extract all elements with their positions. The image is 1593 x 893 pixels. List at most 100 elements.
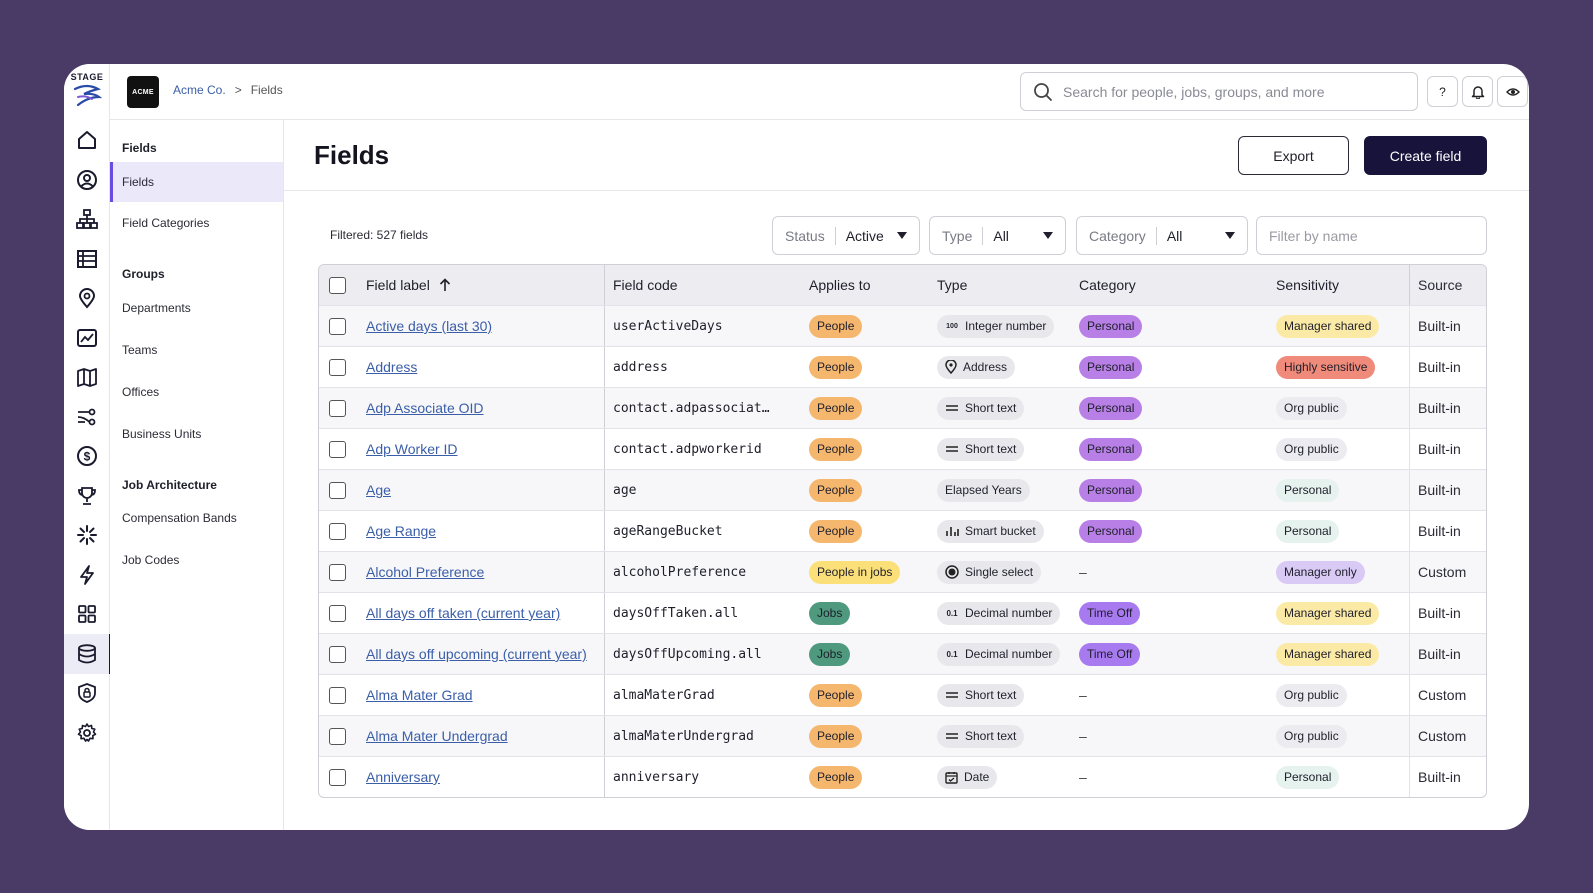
name-filter-input[interactable] (1269, 227, 1474, 244)
book-icon[interactable] (64, 357, 110, 397)
type-cell: Short text (937, 429, 1025, 469)
create-field-button[interactable]: Create field (1364, 136, 1487, 175)
column-header-field-code[interactable]: Field code (604, 265, 800, 305)
row-checkbox[interactable] (329, 522, 346, 540)
field-label-link[interactable]: All days off taken (current year) (366, 605, 561, 621)
field-label-link[interactable]: Adp Associate OID (366, 400, 484, 416)
subnav-item-compensation-bands[interactable]: Compensation Bands (122, 511, 237, 525)
row-checkbox[interactable] (329, 440, 346, 458)
row-checkbox[interactable] (329, 727, 346, 745)
subnav-item-departments[interactable]: Departments (122, 301, 191, 315)
row-checkbox[interactable] (329, 399, 346, 417)
field-label-link[interactable]: Anniversary (366, 769, 440, 785)
field-code: almaMaterUndergrad (604, 716, 800, 756)
category-cell: Personal (1079, 470, 1143, 510)
column-header-category[interactable]: Category (1079, 277, 1136, 293)
subnav-item-job-codes[interactable]: Job Codes (122, 553, 180, 567)
column-header-sensitivity[interactable]: Sensitivity (1276, 277, 1340, 293)
view-as-button[interactable] (1497, 76, 1528, 107)
row-checkbox[interactable] (329, 317, 346, 335)
table-row[interactable]: Adp Worker ID contact.adpworkerid People Sh… (319, 428, 1486, 469)
subnav-item-business-units[interactable]: Business Units (122, 427, 202, 441)
subnav-item-field-categories[interactable]: Field Categories (122, 216, 210, 230)
table-row[interactable]: Alma Mater Grad almaMaterGrad People Short … (319, 674, 1486, 715)
table-icon[interactable] (64, 239, 110, 279)
field-label-cell: Active days (last 30) (366, 306, 492, 346)
table-row[interactable]: All days off upcoming (current year) days… (319, 633, 1486, 674)
table-row[interactable]: Alcohol Preference alcoholPreference Peopl… (319, 551, 1486, 592)
analytics-icon[interactable] (64, 318, 110, 358)
table-row[interactable]: Anniversary anniversary People Date – Persona… (319, 756, 1486, 797)
field-label-cell: Alma Mater Grad (366, 675, 473, 715)
field-label-link[interactable]: Alma Mater Grad (366, 687, 473, 703)
table-row[interactable]: All days off taken (current year) daysOff… (319, 592, 1486, 633)
category-cell: – (1079, 757, 1087, 797)
main-content: Fields Export Create field Filtered: 527… (284, 120, 1529, 830)
location-icon[interactable] (64, 278, 110, 318)
row-checkbox[interactable] (329, 563, 346, 581)
notifications-button[interactable] (1462, 76, 1493, 107)
trophy-icon[interactable] (64, 476, 110, 516)
search-input[interactable] (1063, 83, 1403, 100)
table-row[interactable]: Active days (last 30) userActiveDays Peopl… (319, 305, 1486, 346)
home-icon[interactable] (64, 120, 110, 160)
sensitivity-badge: Manager only (1276, 560, 1365, 584)
table-row[interactable]: Age age People Elapsed Years Personal Persona… (319, 469, 1486, 510)
company-logo[interactable]: ACME (127, 76, 159, 108)
person-icon[interactable] (64, 160, 110, 200)
source-cell: Built-in (1409, 757, 1486, 797)
field-label-link[interactable]: Age (366, 482, 391, 498)
subnav-item-offices[interactable]: Offices (122, 385, 160, 399)
column-header-source[interactable]: Source (1409, 265, 1486, 305)
org-chart-icon[interactable] (64, 199, 110, 239)
column-header-field-label[interactable]: Field label (366, 265, 452, 305)
settings-gear-icon[interactable] (64, 713, 110, 753)
row-checkbox[interactable] (329, 768, 346, 786)
field-label-link[interactable]: Address (366, 359, 418, 375)
row-checkbox[interactable] (329, 645, 346, 663)
sensitivity-cell: Org public (1276, 716, 1347, 756)
type-filter[interactable]: Type All (929, 216, 1066, 255)
table-row[interactable]: Adp Associate OID contact.adpassociat… Peo… (319, 387, 1486, 428)
short-text-icon (945, 444, 959, 454)
lightning-icon[interactable] (64, 555, 110, 595)
field-label-link[interactable]: Alma Mater Undergrad (366, 728, 508, 744)
table-row[interactable]: Age Range ageRangeBucket People Smart bucke… (319, 510, 1486, 551)
export-button[interactable]: Export (1238, 136, 1349, 175)
row-checkbox[interactable] (329, 604, 346, 622)
global-search[interactable] (1020, 72, 1418, 111)
select-all-checkbox[interactable] (329, 276, 346, 294)
applies-to-badge: People (809, 396, 863, 420)
field-label-link[interactable]: Adp Worker ID (366, 441, 458, 457)
apps-grid-icon[interactable] (64, 594, 110, 634)
field-code: anniversary (604, 757, 800, 797)
name-filter[interactable] (1256, 216, 1487, 255)
subnav-item-fields[interactable]: Fields (110, 162, 283, 202)
row-checkbox[interactable] (329, 358, 346, 376)
sensitivity-cell: Manager shared (1276, 634, 1380, 674)
applies-to-badge: People (809, 519, 863, 543)
table-row[interactable]: Address address People Address Personal Highl… (319, 346, 1486, 387)
stage-logo[interactable]: STAGE (68, 72, 106, 107)
field-label-link[interactable]: Alcohol Preference (366, 564, 485, 580)
dollar-icon[interactable]: $ (64, 436, 110, 476)
field-label-link[interactable]: Active days (last 30) (366, 318, 493, 334)
table-row[interactable]: Alma Mater Undergrad almaMaterUndergrad Pe… (319, 715, 1486, 756)
column-header-applies-to[interactable]: Applies to (809, 277, 871, 293)
help-button[interactable]: ? (1427, 76, 1458, 107)
subnav-item-teams[interactable]: Teams (122, 343, 158, 357)
status-filter[interactable]: Status Active (772, 216, 920, 255)
row-checkbox[interactable] (329, 686, 346, 704)
row-checkbox[interactable] (329, 481, 346, 499)
field-label-link[interactable]: All days off upcoming (current year) (366, 646, 587, 662)
workflow-icon[interactable] (64, 397, 110, 437)
database-icon[interactable] (64, 634, 111, 674)
sensitivity-cell: Manager only (1276, 552, 1365, 592)
breadcrumb-company[interactable]: Acme Co. (173, 83, 226, 97)
sparkle-icon[interactable] (64, 515, 110, 555)
applies-to-cell: Jobs (809, 634, 851, 674)
field-label-link[interactable]: Age Range (366, 523, 437, 539)
column-header-type[interactable]: Type (937, 277, 968, 293)
category-filter[interactable]: Category All (1076, 216, 1248, 255)
security-shield-icon[interactable] (64, 673, 110, 713)
